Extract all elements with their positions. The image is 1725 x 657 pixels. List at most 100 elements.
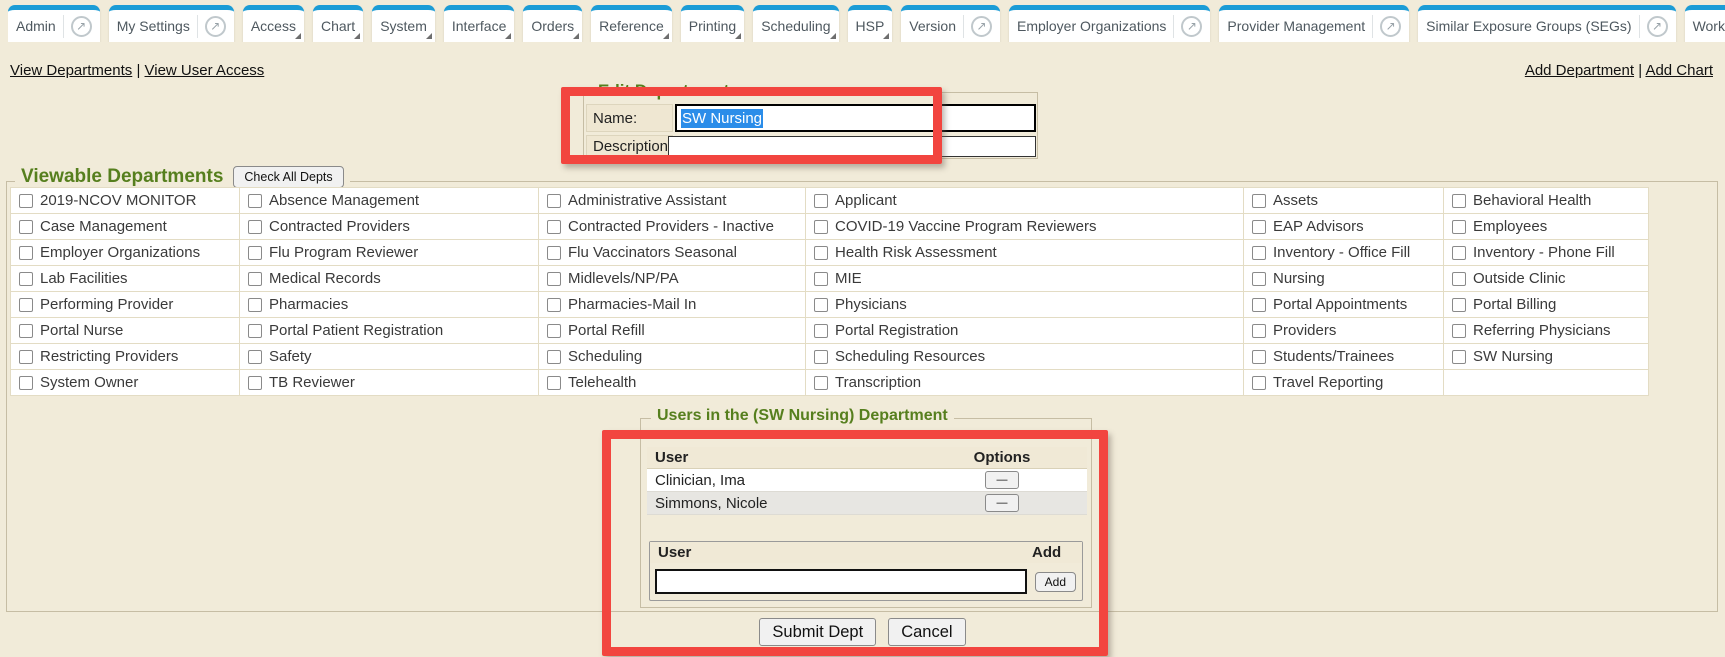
department-checkbox[interactable]: [1452, 193, 1466, 208]
department-checkbox[interactable]: [1452, 297, 1466, 312]
department-checkbox[interactable]: [248, 375, 262, 390]
department-checkbox[interactable]: [248, 271, 262, 286]
department-label: System Owner: [40, 374, 139, 391]
tab-divider: [196, 14, 198, 38]
tab-scheduling[interactable]: Scheduling: [753, 5, 839, 42]
tab-interface[interactable]: Interface: [443, 5, 515, 42]
tab-hsp[interactable]: HSP: [847, 5, 893, 42]
external-link-icon[interactable]: ↗: [1380, 15, 1402, 37]
department-label: Employer Organizations: [40, 244, 201, 261]
add-department-link[interactable]: Add Department: [1524, 62, 1635, 79]
department-checkbox[interactable]: [19, 271, 33, 286]
department-checkbox[interactable]: [1252, 349, 1266, 364]
department-checkbox[interactable]: [1452, 271, 1466, 286]
department-description-input[interactable]: [668, 136, 1036, 157]
department-checkbox[interactable]: [1452, 219, 1466, 234]
department-label: Portal Billing: [1473, 296, 1557, 313]
department-checkbox[interactable]: [19, 245, 33, 260]
department-checkbox[interactable]: [547, 219, 561, 234]
tab-system[interactable]: System: [372, 5, 435, 42]
external-link-icon[interactable]: ↗: [971, 15, 992, 37]
department-checkbox[interactable]: [1252, 193, 1266, 208]
department-checkbox[interactable]: [19, 193, 33, 208]
department-cell: Safety: [240, 344, 539, 370]
department-checkbox[interactable]: [814, 193, 828, 208]
department-checkbox[interactable]: [1452, 349, 1466, 364]
department-checkbox[interactable]: [814, 271, 828, 286]
department-checkbox[interactable]: [547, 349, 561, 364]
department-checkbox[interactable]: [248, 219, 262, 234]
external-link-icon[interactable]: ↗: [70, 15, 92, 37]
department-checkbox[interactable]: [547, 297, 561, 312]
department-label: Outside Clinic: [1473, 270, 1566, 287]
cancel-button[interactable]: Cancel: [888, 618, 966, 646]
department-checkbox[interactable]: [814, 349, 828, 364]
add-chart-link[interactable]: Add Chart: [1645, 62, 1713, 79]
submit-dept-button[interactable]: Submit Dept: [759, 618, 877, 646]
department-cell: Flu Program Reviewer: [240, 240, 539, 266]
department-name-input[interactable]: SW Nursing: [675, 104, 1036, 132]
link-separator: |: [1634, 62, 1646, 79]
department-checkbox[interactable]: [19, 219, 33, 234]
department-checkbox[interactable]: [248, 349, 262, 364]
add-user-button[interactable]: Add: [1034, 572, 1076, 592]
department-cell: Portal Patient Registration: [240, 318, 539, 344]
department-checkbox[interactable]: [814, 219, 828, 234]
tab-employer-organizations[interactable]: Employer Organizations ↗: [1009, 5, 1211, 42]
department-checkbox[interactable]: [248, 245, 262, 260]
department-checkbox[interactable]: [248, 323, 262, 338]
department-checkbox[interactable]: [814, 375, 828, 390]
add-user-input[interactable]: [655, 569, 1027, 594]
department-checkbox[interactable]: [547, 271, 561, 286]
department-checkbox[interactable]: [19, 297, 33, 312]
tab-admin[interactable]: Admin ↗: [8, 5, 100, 42]
department-checkbox[interactable]: [1252, 323, 1266, 338]
tab-printing[interactable]: Printing: [680, 5, 745, 42]
department-cell: Nursing: [1244, 266, 1444, 292]
tab-provider-management[interactable]: Provider Management ↗: [1219, 5, 1410, 42]
department-checkbox[interactable]: [814, 245, 828, 260]
external-link-icon[interactable]: ↗: [1181, 15, 1203, 37]
tab-work[interactable]: Work: [1684, 5, 1725, 42]
department-checkbox[interactable]: [1252, 245, 1266, 260]
department-checkbox[interactable]: [1252, 297, 1266, 312]
department-label: TB Reviewer: [269, 374, 355, 391]
view-departments-link[interactable]: View Departments: [10, 62, 133, 79]
remove-user-button[interactable]: —: [985, 471, 1019, 489]
tab-label: Printing: [688, 18, 737, 34]
department-cell: Administrative Assistant: [539, 188, 806, 214]
department-checkbox[interactable]: [547, 193, 561, 208]
check-all-depts-button[interactable]: Check All Depts: [233, 166, 344, 188]
view-user-access-link[interactable]: View User Access: [144, 62, 265, 79]
department-checkbox[interactable]: [547, 245, 561, 260]
department-cell: TB Reviewer: [240, 370, 539, 396]
department-checkbox[interactable]: [1452, 245, 1466, 260]
tab-access[interactable]: Access: [242, 5, 304, 42]
department-checkbox[interactable]: [19, 375, 33, 390]
external-link-icon[interactable]: ↗: [204, 15, 226, 37]
tab-similar-exposure-groups[interactable]: Similar Exposure Groups (SEGs) ↗: [1418, 5, 1676, 42]
department-label: COVID-19 Vaccine Program Reviewers: [835, 218, 1097, 235]
department-checkbox[interactable]: [814, 323, 828, 338]
department-checkbox[interactable]: [547, 375, 561, 390]
remove-user-button[interactable]: —: [985, 494, 1019, 512]
tab-my-settings[interactable]: My Settings ↗: [108, 5, 234, 42]
department-checkbox[interactable]: [1252, 375, 1266, 390]
tab-chart[interactable]: Chart: [312, 5, 364, 42]
department-checkbox[interactable]: [1452, 323, 1466, 338]
department-checkbox[interactable]: [248, 297, 262, 312]
department-checkbox[interactable]: [814, 297, 828, 312]
department-checkbox[interactable]: [19, 349, 33, 364]
tab-version[interactable]: Version ↗: [901, 5, 1000, 42]
department-cell: Inventory - Office Fill: [1244, 240, 1444, 266]
department-checkbox[interactable]: [248, 193, 262, 208]
department-checkbox[interactable]: [19, 323, 33, 338]
external-link-icon[interactable]: ↗: [1646, 15, 1668, 37]
department-checkbox[interactable]: [1252, 271, 1266, 286]
department-checkbox[interactable]: [1252, 219, 1266, 234]
tab-reference[interactable]: Reference: [591, 5, 672, 42]
department-cell: MIE: [806, 266, 1244, 292]
tab-orders[interactable]: Orders: [523, 5, 583, 42]
department-cell: Restricting Providers: [11, 344, 240, 370]
department-checkbox[interactable]: [547, 323, 561, 338]
